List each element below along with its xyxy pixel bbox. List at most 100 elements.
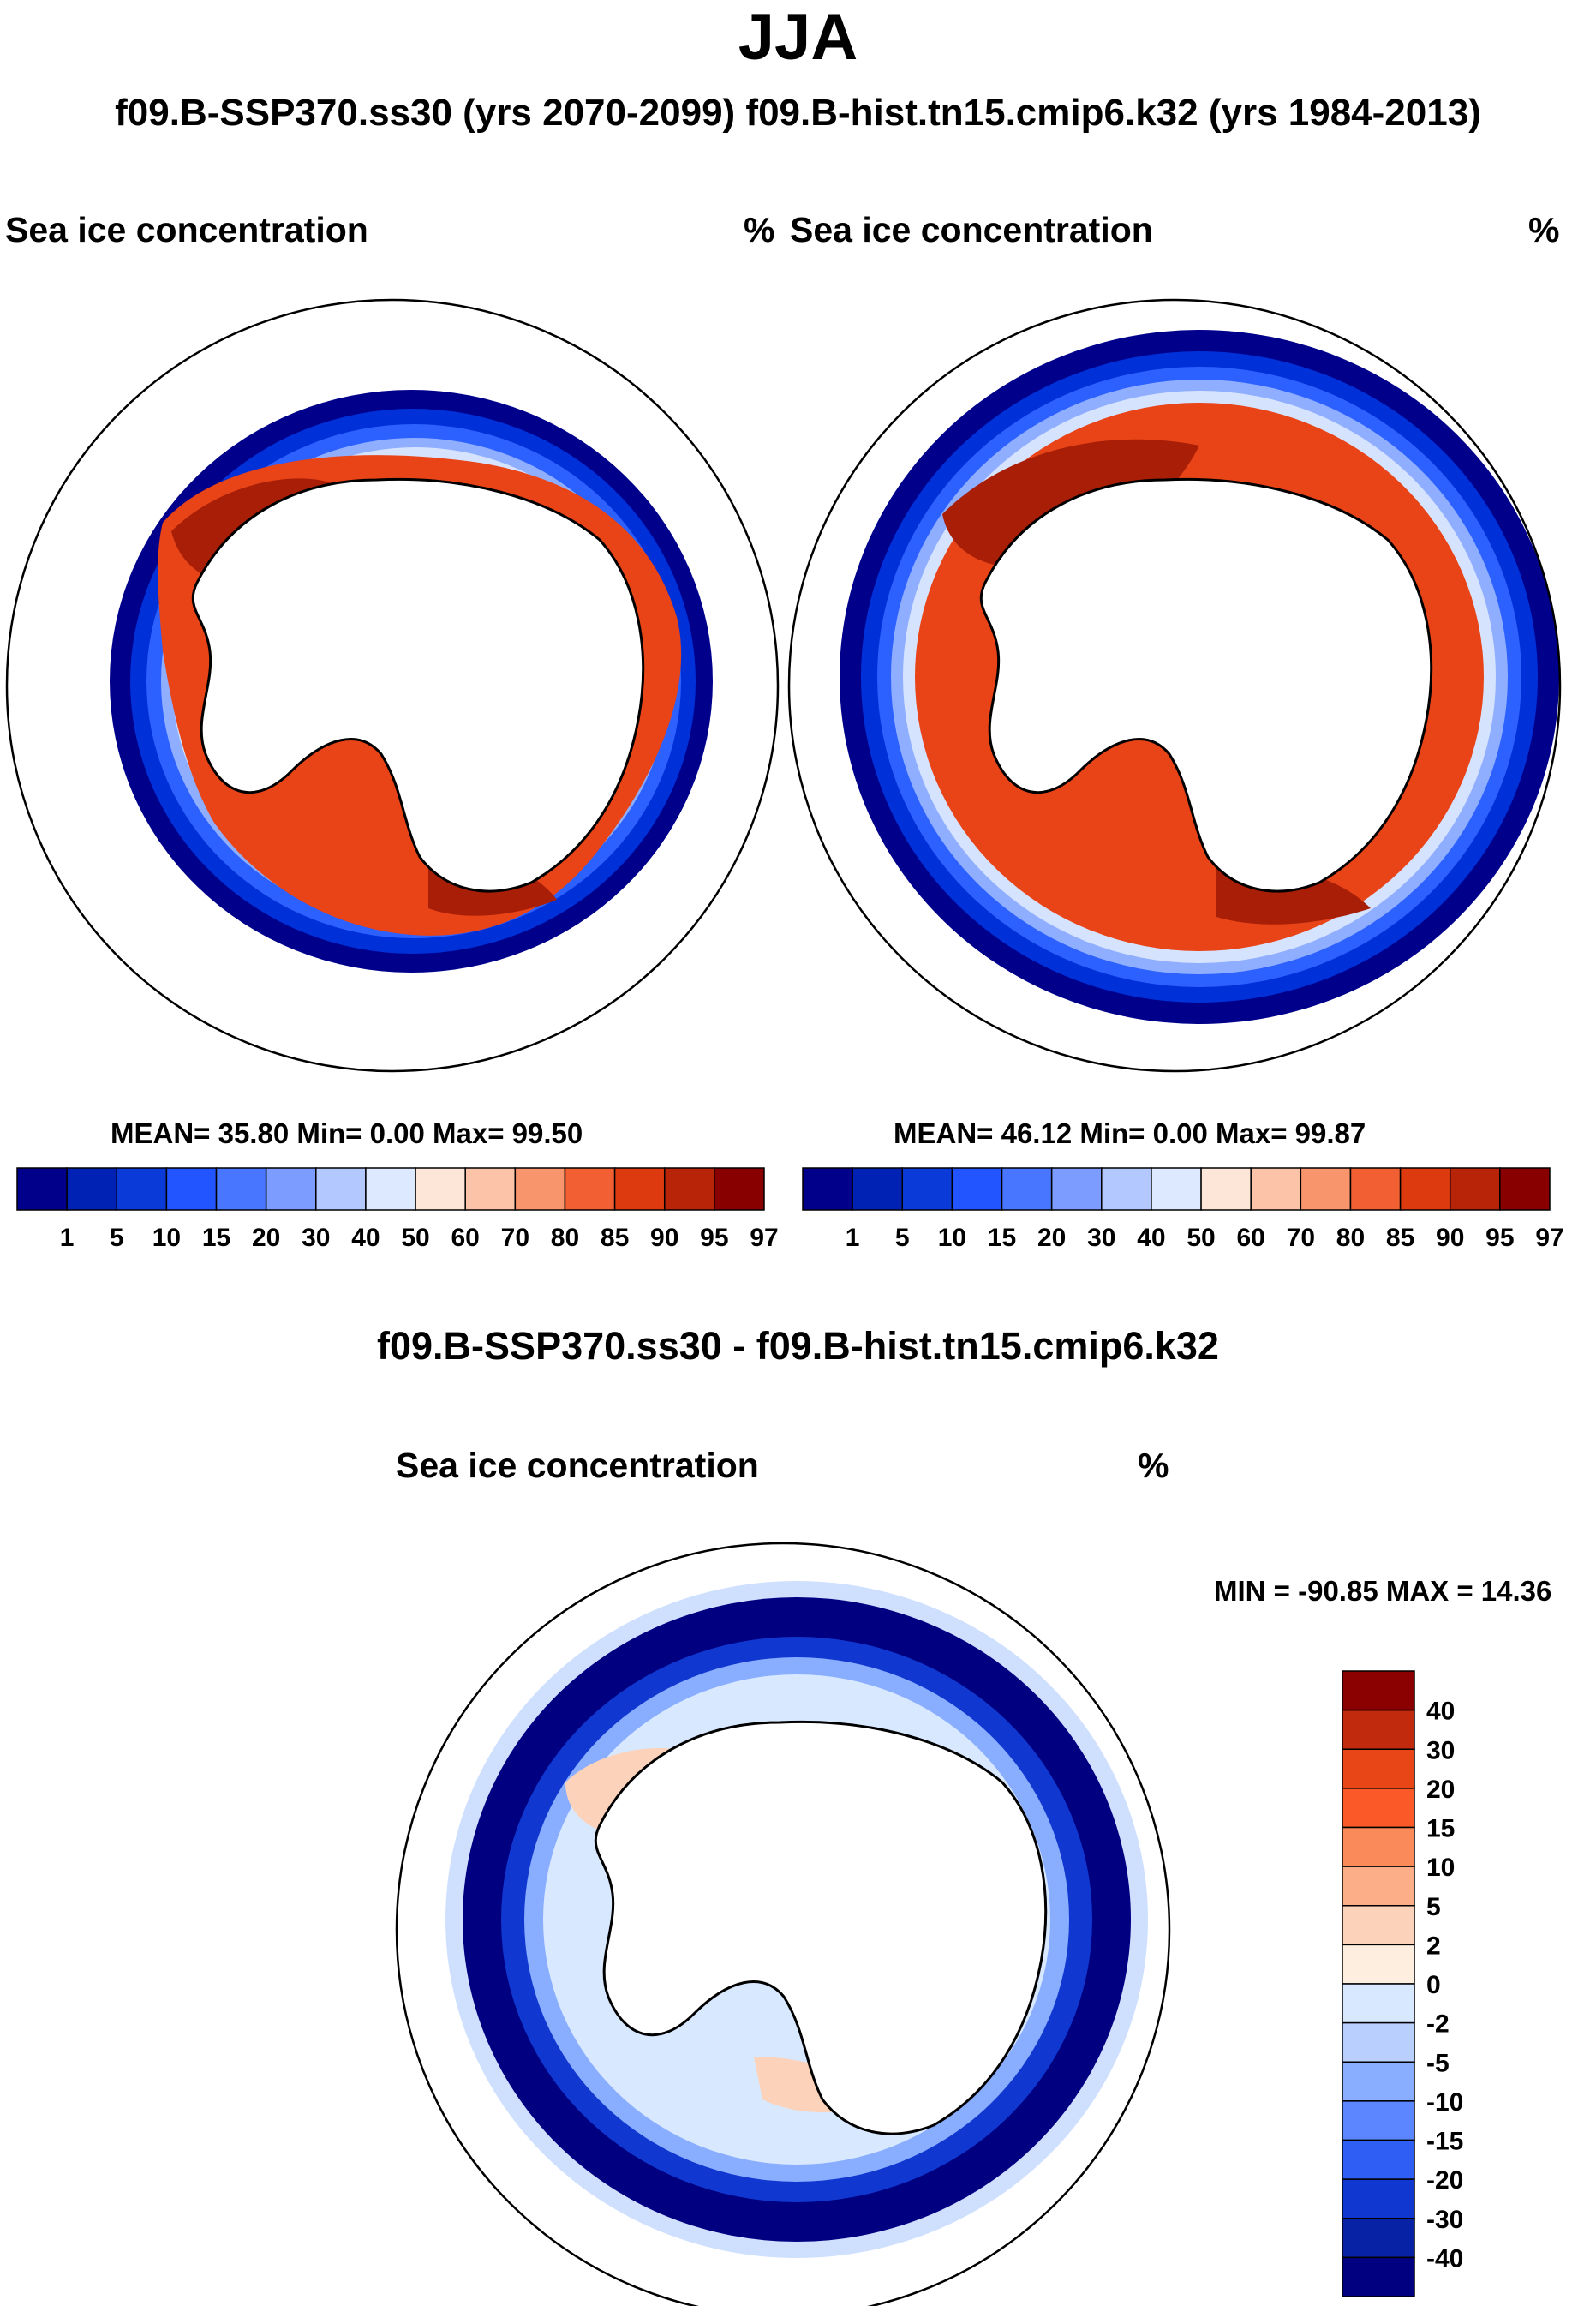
difference-units-label: % — [1138, 1446, 1169, 1485]
colorbar-swatch — [1250, 1167, 1302, 1211]
colorbar-tick-label: 90 — [650, 1224, 678, 1252]
figure-subtitle: f09.B-SSP370.ss30 (yrs 2070-2099) f09.B-… — [115, 92, 1481, 134]
colorbar-tick-label: -30 — [1426, 2206, 1463, 2234]
colorbar-tick-label: -10 — [1426, 2088, 1463, 2117]
colorbar-tick-label: 40 — [351, 1224, 380, 1252]
colorbar-swatch — [1342, 2218, 1415, 2259]
colorbar-swatch — [1342, 1944, 1415, 1985]
colorbar-tick-label: 97 — [750, 1224, 778, 1252]
colorbar-tick-label: 97 — [1535, 1224, 1563, 1252]
coast-continent-1 — [191, 477, 645, 893]
colorbar-swatch — [16, 1167, 68, 1211]
colorbar-swatch — [1342, 2061, 1415, 2102]
colorbar-swatch — [315, 1167, 367, 1211]
colorbar-swatch — [514, 1167, 566, 1211]
colorbar-swatch — [1342, 1709, 1415, 1750]
colorbar-swatch — [1342, 1670, 1415, 1711]
colorbar-swatch — [802, 1167, 853, 1211]
colorbar-tick-label: 20 — [252, 1224, 280, 1252]
colorbar-tick-label: 90 — [1436, 1224, 1464, 1252]
colorbar-tick-label: -15 — [1426, 2128, 1463, 2156]
colorbar-swatch — [1342, 1905, 1415, 1946]
colorbar-swatch — [464, 1167, 517, 1211]
colorbar-swatch — [1300, 1167, 1352, 1211]
colorbar-swatch — [1342, 1826, 1415, 1867]
colorbar-tick-label: 50 — [1187, 1224, 1215, 1252]
colorbar-panel-1: 1 5 10 15 20 30 40 50 60 70 80 85 90 95 97 — [16, 1167, 779, 1252]
colorbar-tick-label: 10 — [938, 1224, 966, 1252]
difference-variable-label: Sea ice concentration — [396, 1446, 759, 1485]
panel-2-stats: MEAN= 46.12 Min= 0.00 Max= 99.87 — [894, 1117, 1366, 1149]
panel-1-variable-label: Sea ice concentration — [5, 210, 368, 249]
colorbar-tick-label: 5 — [895, 1224, 910, 1252]
panel-2-units-label: % — [1528, 210, 1560, 249]
colorbar-tick-label: 60 — [1237, 1224, 1265, 1252]
colorbar-tick-label: 15 — [988, 1224, 1016, 1252]
colorbar-tick-label: 85 — [1386, 1224, 1414, 1252]
colorbar-swatch — [1449, 1167, 1501, 1211]
colorbar-swatch — [1342, 2100, 1415, 2141]
colorbar-tick-label: 70 — [501, 1224, 529, 1252]
colorbar-tick-label: 30 — [1087, 1224, 1115, 1252]
colorbar-swatch — [1342, 1788, 1415, 1829]
colorbar-tick-label: 40 — [1426, 1698, 1455, 1726]
colorbar-tick-label: 85 — [601, 1224, 629, 1252]
colorbar-tick-label: 80 — [551, 1224, 579, 1252]
colorbar-tick-label: 10 — [1426, 1854, 1455, 1882]
colorbar-swatch — [1349, 1167, 1402, 1211]
colorbar-tick-label: 30 — [1426, 1736, 1455, 1764]
colorbar-tick-label: -5 — [1426, 2049, 1450, 2077]
colorbar-tick-label: 5 — [1426, 1893, 1441, 1921]
colorbar-tick-label: -40 — [1426, 2244, 1463, 2273]
colorbar-tick-label: 0 — [1426, 1971, 1441, 1999]
difference-title: f09.B-SSP370.ss30 - f09.B-hist.tn15.cmip… — [377, 1324, 1219, 1368]
panel-2-variable-label: Sea ice concentration — [790, 210, 1153, 249]
map-difference-outline — [395, 1542, 1171, 2306]
map-panel-2 — [840, 330, 1559, 1024]
colorbar-tick-label: 95 — [700, 1224, 728, 1252]
colorbar-swatch — [365, 1167, 416, 1211]
colorbar-tick-label: -20 — [1426, 2166, 1463, 2195]
colorbar-tick-label: 20 — [1426, 1776, 1455, 1804]
colorbar-swatch — [1151, 1167, 1202, 1211]
colorbar-swatch — [215, 1167, 267, 1211]
colorbar-swatch — [901, 1167, 953, 1211]
colorbar-swatch — [66, 1167, 118, 1211]
colorbar-tick-label: 50 — [401, 1224, 429, 1252]
colorbar-tick-label: 60 — [451, 1224, 480, 1252]
colorbar-swatch — [951, 1167, 1003, 1211]
colorbar-tick-label: 70 — [1287, 1224, 1315, 1252]
colorbar-swatch — [1001, 1167, 1053, 1211]
colorbar-swatch — [663, 1167, 715, 1211]
colorbar-tick-label: 1 — [60, 1224, 75, 1252]
colorbar-swatch — [1342, 1983, 1415, 2024]
colorbar-swatch — [1342, 2178, 1415, 2219]
difference-range-text: MIN = -90.85 MAX = 14.36 — [1214, 1575, 1552, 1607]
colorbar-swatch — [613, 1167, 666, 1211]
colorbar-swatch — [1399, 1167, 1451, 1211]
colorbar-tick-label: 5 — [110, 1224, 124, 1252]
colorbar-tick-label: 95 — [1485, 1224, 1514, 1252]
panel-1-units-label: % — [744, 210, 775, 249]
colorbar-swatch — [116, 1167, 168, 1211]
colorbar-tick-label: 80 — [1336, 1224, 1365, 1252]
colorbar-swatch — [415, 1167, 466, 1211]
colorbar-tick-label: 30 — [302, 1224, 330, 1252]
map-panel-2-outline — [787, 298, 1562, 1073]
colorbar-swatch — [564, 1167, 616, 1211]
colorbar-tick-label: -2 — [1426, 2010, 1450, 2039]
colorbar-tick-label: 40 — [1137, 1224, 1165, 1252]
coast-continent-3 — [594, 1720, 1048, 2135]
colorbar-swatch — [1200, 1167, 1252, 1211]
colorbar-swatch — [1342, 2256, 1415, 2297]
map-panel-1-outline — [5, 298, 780, 1073]
colorbar-tick-label: 2 — [1426, 1932, 1441, 1960]
colorbar-swatch — [1342, 1748, 1415, 1789]
colorbar-swatch — [1050, 1167, 1103, 1211]
colorbar-swatch — [265, 1167, 317, 1211]
colorbar-swatch — [1101, 1167, 1152, 1211]
colorbar-tick-label: 1 — [846, 1224, 860, 1252]
map-panel-1 — [110, 390, 713, 973]
